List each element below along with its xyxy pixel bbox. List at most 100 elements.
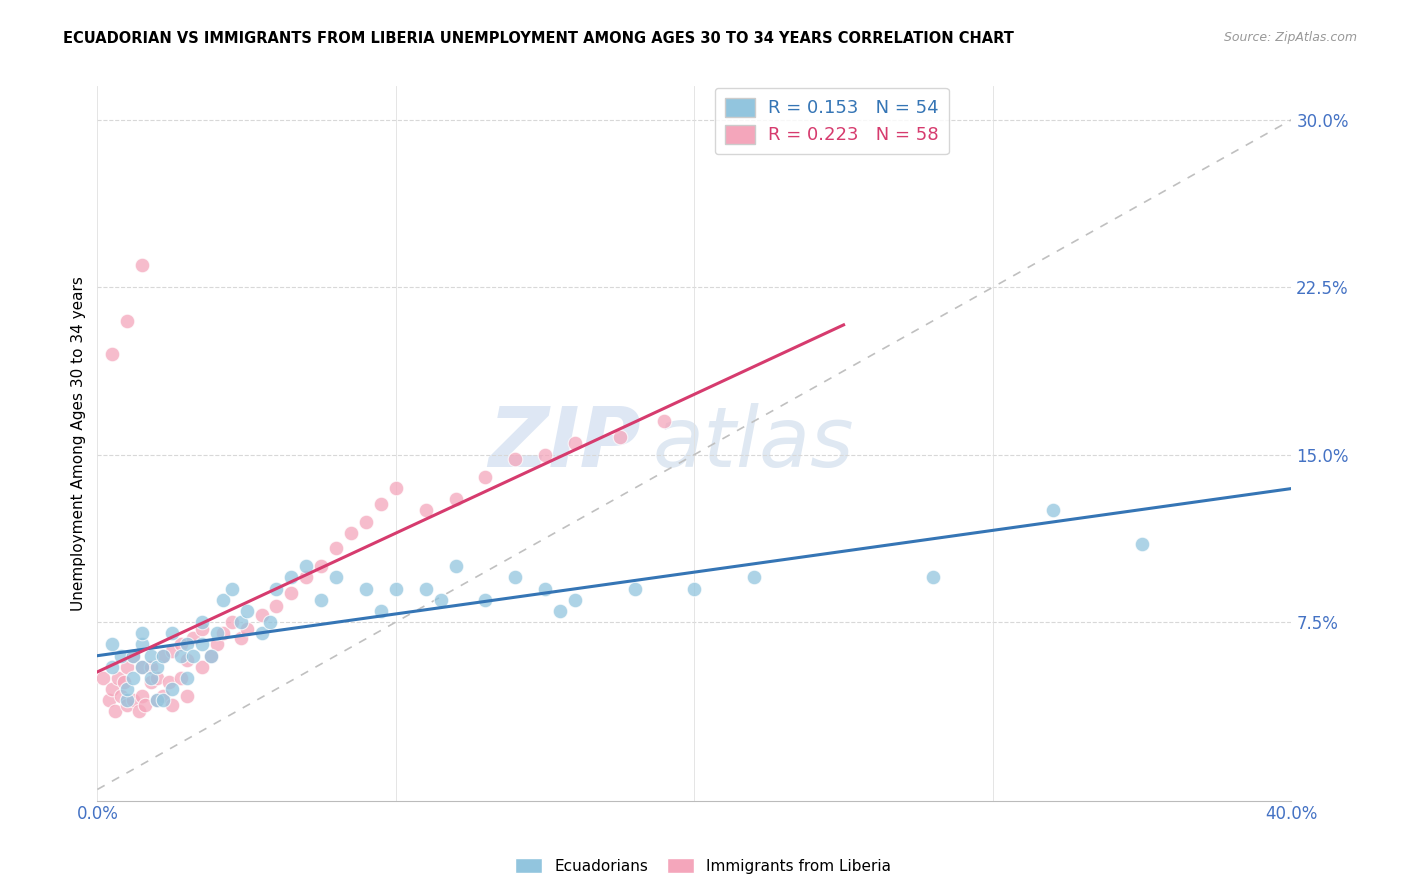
- Point: [250, 608, 273, 623]
- Point: [205, 626, 228, 640]
- Point: [415, 503, 437, 517]
- Point: [181, 631, 204, 645]
- Point: [112, 675, 135, 690]
- Point: [564, 436, 586, 450]
- Point: [139, 659, 162, 673]
- Point: [191, 622, 214, 636]
- Text: ZIP: ZIP: [488, 403, 641, 484]
- Point: [295, 570, 318, 584]
- Point: [211, 592, 233, 607]
- Point: [101, 681, 124, 696]
- Point: [122, 648, 145, 663]
- Point: [131, 626, 153, 640]
- Point: [534, 448, 557, 462]
- Point: [340, 525, 363, 540]
- Point: [266, 599, 288, 614]
- Point: [115, 681, 138, 696]
- Point: [1130, 537, 1153, 551]
- Point: [101, 637, 124, 651]
- Point: [128, 704, 150, 718]
- Point: [157, 675, 180, 690]
- Text: atlas: atlas: [652, 403, 855, 484]
- Point: [295, 559, 318, 574]
- Point: [370, 497, 392, 511]
- Point: [221, 582, 243, 596]
- Point: [385, 582, 408, 596]
- Point: [160, 626, 183, 640]
- Point: [370, 604, 392, 618]
- Point: [131, 659, 153, 673]
- Point: [235, 604, 257, 618]
- Point: [250, 626, 273, 640]
- Point: [474, 470, 496, 484]
- Point: [205, 637, 228, 651]
- Point: [564, 592, 586, 607]
- Point: [131, 689, 153, 703]
- Point: [200, 648, 222, 663]
- Point: [259, 615, 281, 629]
- Point: [229, 615, 252, 629]
- Point: [110, 689, 132, 703]
- Point: [122, 693, 145, 707]
- Point: [98, 693, 121, 707]
- Point: [211, 626, 233, 640]
- Point: [170, 648, 193, 663]
- Point: [354, 515, 377, 529]
- Point: [152, 693, 174, 707]
- Point: [191, 659, 214, 673]
- Point: [146, 693, 169, 707]
- Point: [191, 615, 214, 629]
- Point: [122, 648, 145, 663]
- Point: [176, 689, 198, 703]
- Point: [474, 592, 496, 607]
- Point: [115, 314, 138, 328]
- Legend: R = 0.153   N = 54, R = 0.223   N = 58: R = 0.153 N = 54, R = 0.223 N = 58: [714, 87, 949, 154]
- Point: [104, 704, 127, 718]
- Point: [160, 681, 183, 696]
- Point: [429, 592, 451, 607]
- Point: [176, 637, 198, 651]
- Point: [131, 637, 153, 651]
- Point: [181, 648, 204, 663]
- Point: [101, 659, 124, 673]
- Point: [115, 659, 138, 673]
- Point: [309, 559, 332, 574]
- Point: [170, 637, 193, 651]
- Point: [152, 648, 174, 663]
- Point: [325, 570, 347, 584]
- Point: [115, 698, 138, 712]
- Point: [139, 675, 162, 690]
- Point: [922, 570, 945, 584]
- Point: [444, 559, 467, 574]
- Point: [534, 582, 557, 596]
- Point: [309, 592, 332, 607]
- Point: [101, 347, 124, 361]
- Point: [107, 671, 129, 685]
- Point: [548, 604, 571, 618]
- Y-axis label: Unemployment Among Ages 30 to 34 years: Unemployment Among Ages 30 to 34 years: [72, 276, 86, 611]
- Point: [115, 693, 138, 707]
- Point: [623, 582, 645, 596]
- Text: Source: ZipAtlas.com: Source: ZipAtlas.com: [1223, 31, 1357, 45]
- Point: [683, 582, 706, 596]
- Point: [221, 615, 243, 629]
- Point: [191, 637, 214, 651]
- Point: [122, 671, 145, 685]
- Point: [266, 582, 288, 596]
- Point: [146, 671, 169, 685]
- Point: [325, 541, 347, 556]
- Point: [385, 481, 408, 495]
- Point: [444, 492, 467, 507]
- Point: [1042, 503, 1064, 517]
- Point: [176, 671, 198, 685]
- Point: [280, 570, 302, 584]
- Point: [110, 648, 132, 663]
- Point: [200, 648, 222, 663]
- Point: [146, 659, 169, 673]
- Point: [354, 582, 377, 596]
- Point: [146, 693, 169, 707]
- Point: [170, 671, 193, 685]
- Point: [415, 582, 437, 596]
- Point: [160, 698, 183, 712]
- Point: [503, 452, 526, 467]
